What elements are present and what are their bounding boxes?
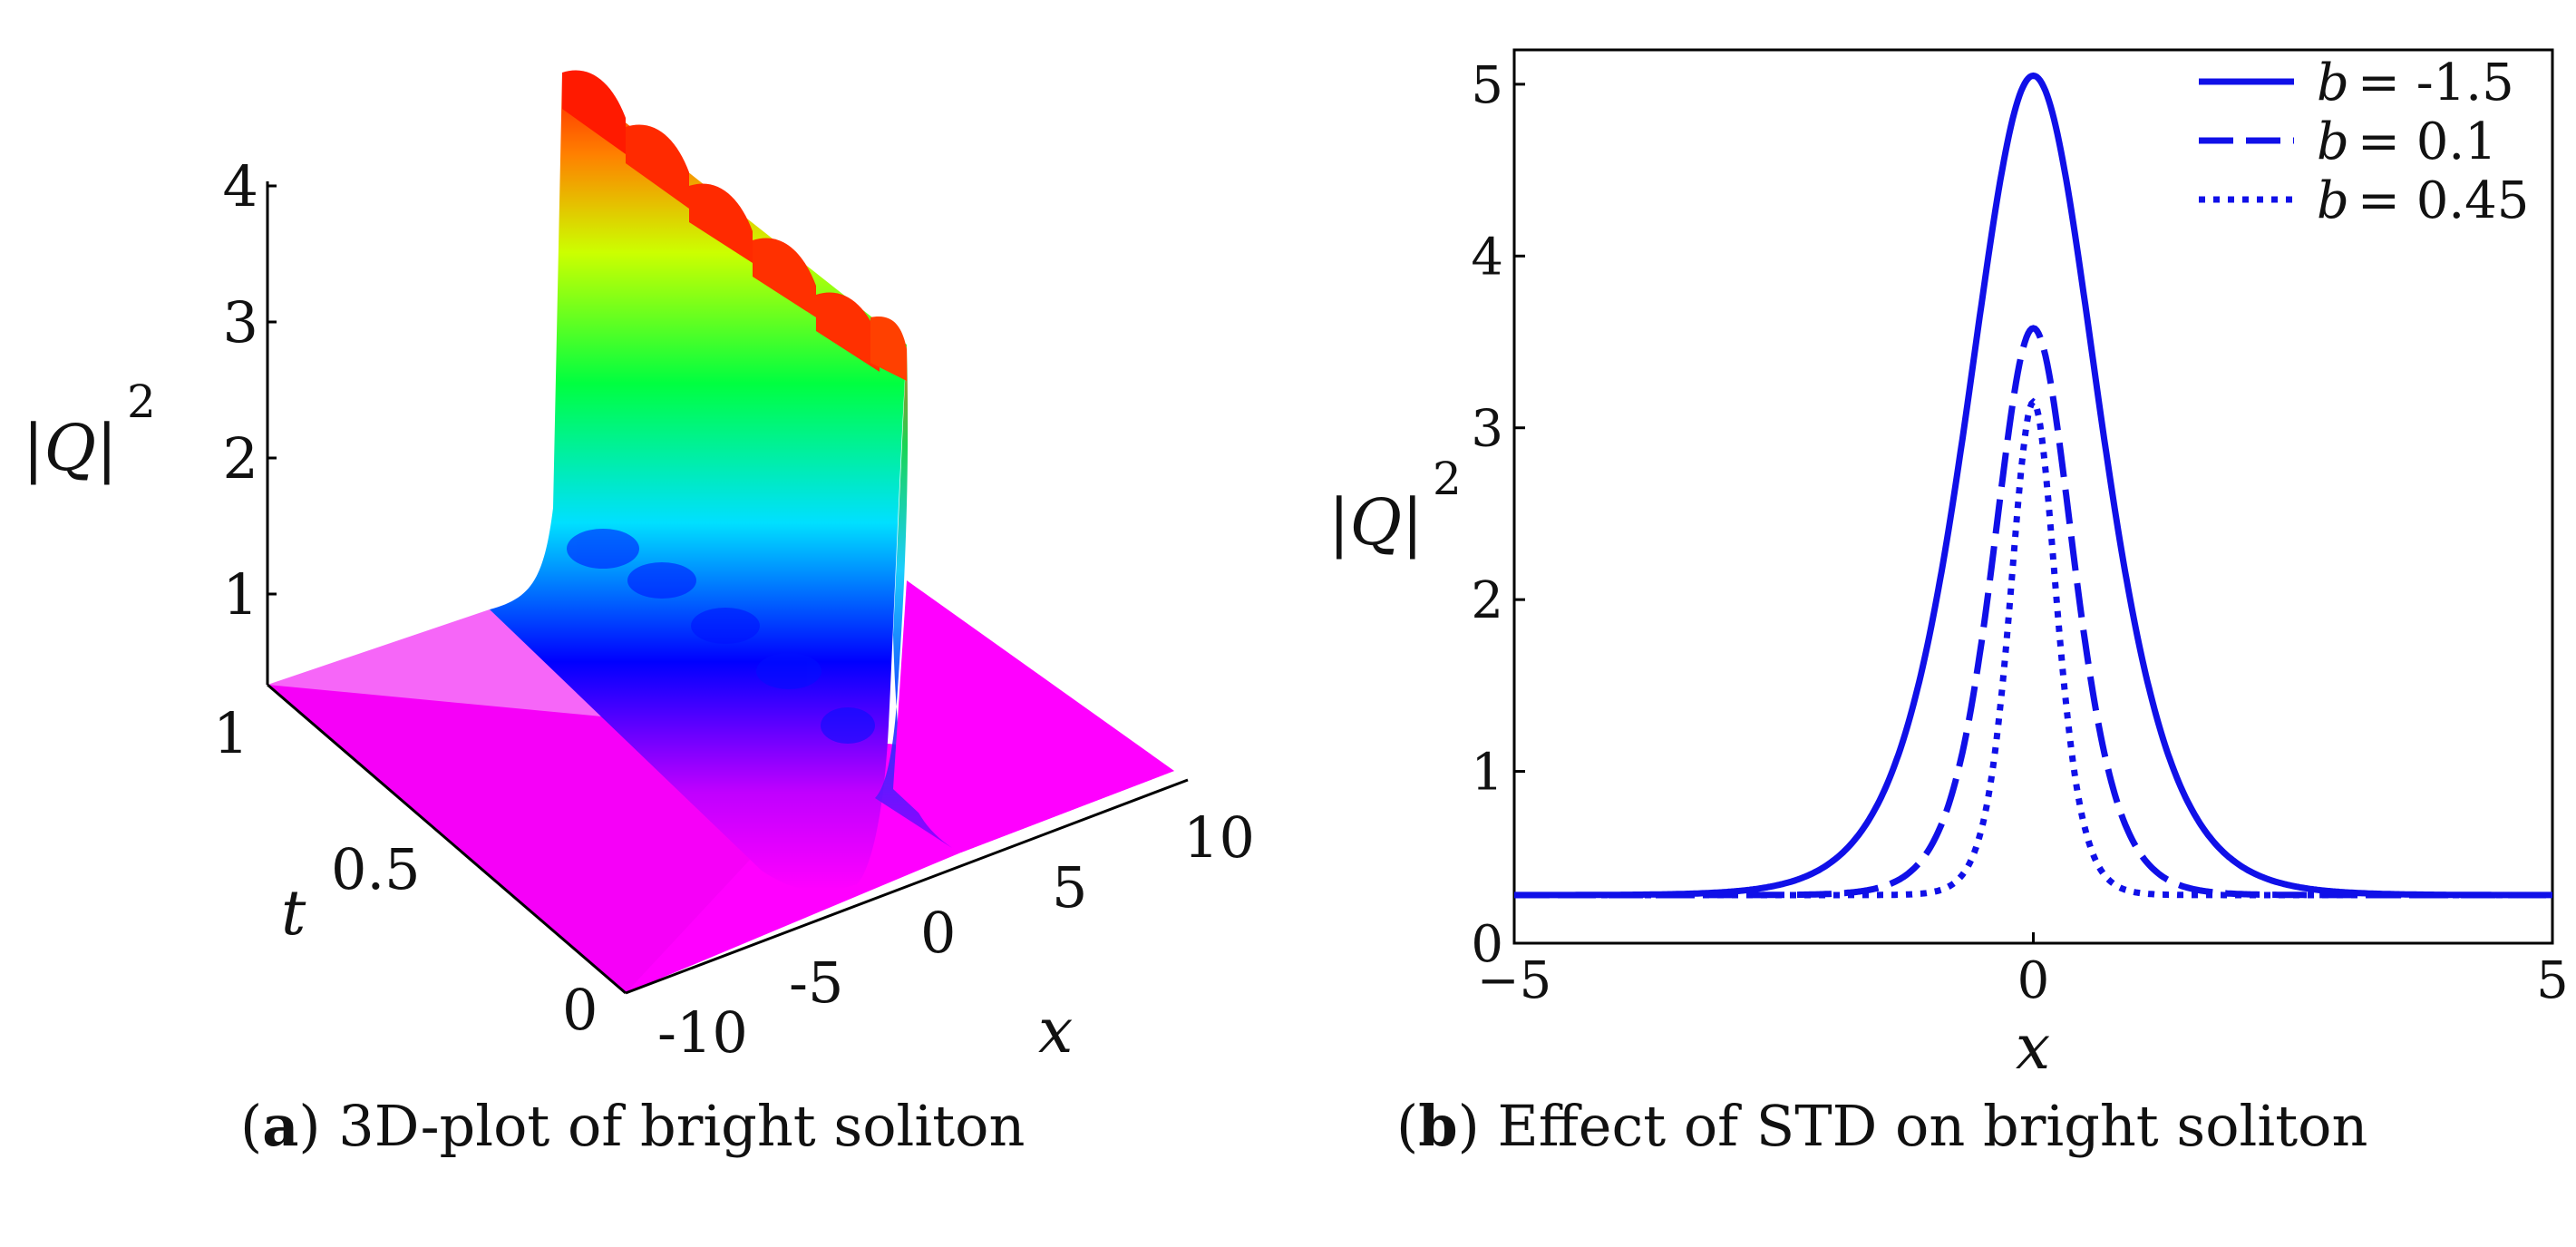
caption-b: (b) Effect of STD on bright soliton (1396, 1093, 2368, 1159)
y-axis-label: |Q| 2 (1328, 453, 1462, 560)
series-line-dashed (1514, 325, 2552, 899)
legend-entry: b = 0.1 (2199, 112, 2497, 171)
x-tick-label: 0 (2017, 951, 2050, 1010)
legend-entry: b = -1.5 (2199, 54, 2514, 112)
svg-text:b: b (2317, 112, 2349, 171)
x-tick-label: 5 (1052, 854, 1087, 921)
y-tick-label: 1 (1471, 744, 1503, 803)
z-axis-label: |Q| 2 (23, 375, 156, 485)
y-axis-ticks: 0 1 2 3 4 5 (1471, 56, 1525, 974)
x-tick-label: -5 (789, 950, 843, 1016)
t-axis-label: t (281, 878, 306, 950)
svg-text:2: 2 (127, 375, 156, 428)
svg-text:b: b (2317, 171, 2349, 230)
t-tick-label: 0 (562, 977, 598, 1043)
z-tick-label: 2 (223, 425, 258, 492)
x-tick-label: 10 (1183, 804, 1255, 871)
legend: b = -1.5 b = 0.1 b = 0.45 (2199, 54, 2529, 230)
panel-a-3d-plot: 1 2 3 4 |Q| 2 1 0.5 0 t -10 -5 0 5 10 x (23, 70, 1255, 1067)
caption-b-text: Effect of STD on bright soliton (1479, 1093, 2368, 1159)
svg-text:|Q|: |Q| (23, 411, 118, 485)
caption-a-letter: a (262, 1093, 299, 1159)
y-tick-label: 2 (1471, 571, 1503, 630)
svg-text:|Q|: |Q| (1328, 485, 1424, 560)
caption-a: (a) 3D-plot of bright soliton (240, 1093, 1026, 1159)
series-line-dotted (1514, 397, 2552, 899)
y-tick-label: 3 (1471, 400, 1503, 459)
legend-entry: b = 0.45 (2199, 171, 2529, 230)
svg-text:= 0.1: = 0.1 (2357, 112, 2497, 171)
x-tick-label: -10 (657, 999, 748, 1066)
t-tick-label: 1 (213, 700, 248, 766)
x-tick-label: −5 (1477, 951, 1552, 1010)
x-axis-label: x (1038, 996, 1073, 1067)
x-axis (625, 778, 1189, 995)
x-tick-label: 0 (920, 900, 956, 966)
x-axis-label: x (2016, 1012, 2050, 1084)
z-tick-label: 4 (223, 153, 258, 219)
z-tick-label: 1 (223, 561, 258, 628)
ridge-crest (562, 70, 907, 381)
t-tick-label: 0.5 (331, 836, 421, 902)
caption-b-letter: b (1418, 1093, 1458, 1159)
y-tick-label: 5 (1471, 56, 1503, 115)
svg-text:b: b (2317, 54, 2349, 112)
svg-text:2: 2 (1433, 453, 1462, 505)
z-axis-ticks (267, 184, 277, 596)
x-tick-label: 5 (2536, 951, 2569, 1010)
svg-text:= 0.45: = 0.45 (2357, 171, 2529, 230)
svg-text:= -1.5: = -1.5 (2357, 54, 2514, 112)
ridge-modulation (567, 529, 875, 744)
series-lines (1514, 72, 2552, 899)
surface-floor-right (893, 580, 1174, 852)
z-tick-label: 3 (223, 289, 258, 356)
y-tick-label: 0 (1471, 915, 1503, 974)
y-tick-label: 4 (1471, 228, 1503, 287)
t-axis (267, 683, 627, 995)
soliton-ridge-back-flank (875, 345, 952, 848)
x-axis-ticks: −5 0 5 (1477, 932, 2569, 1010)
caption-a-text: 3D-plot of bright soliton (320, 1093, 1026, 1159)
